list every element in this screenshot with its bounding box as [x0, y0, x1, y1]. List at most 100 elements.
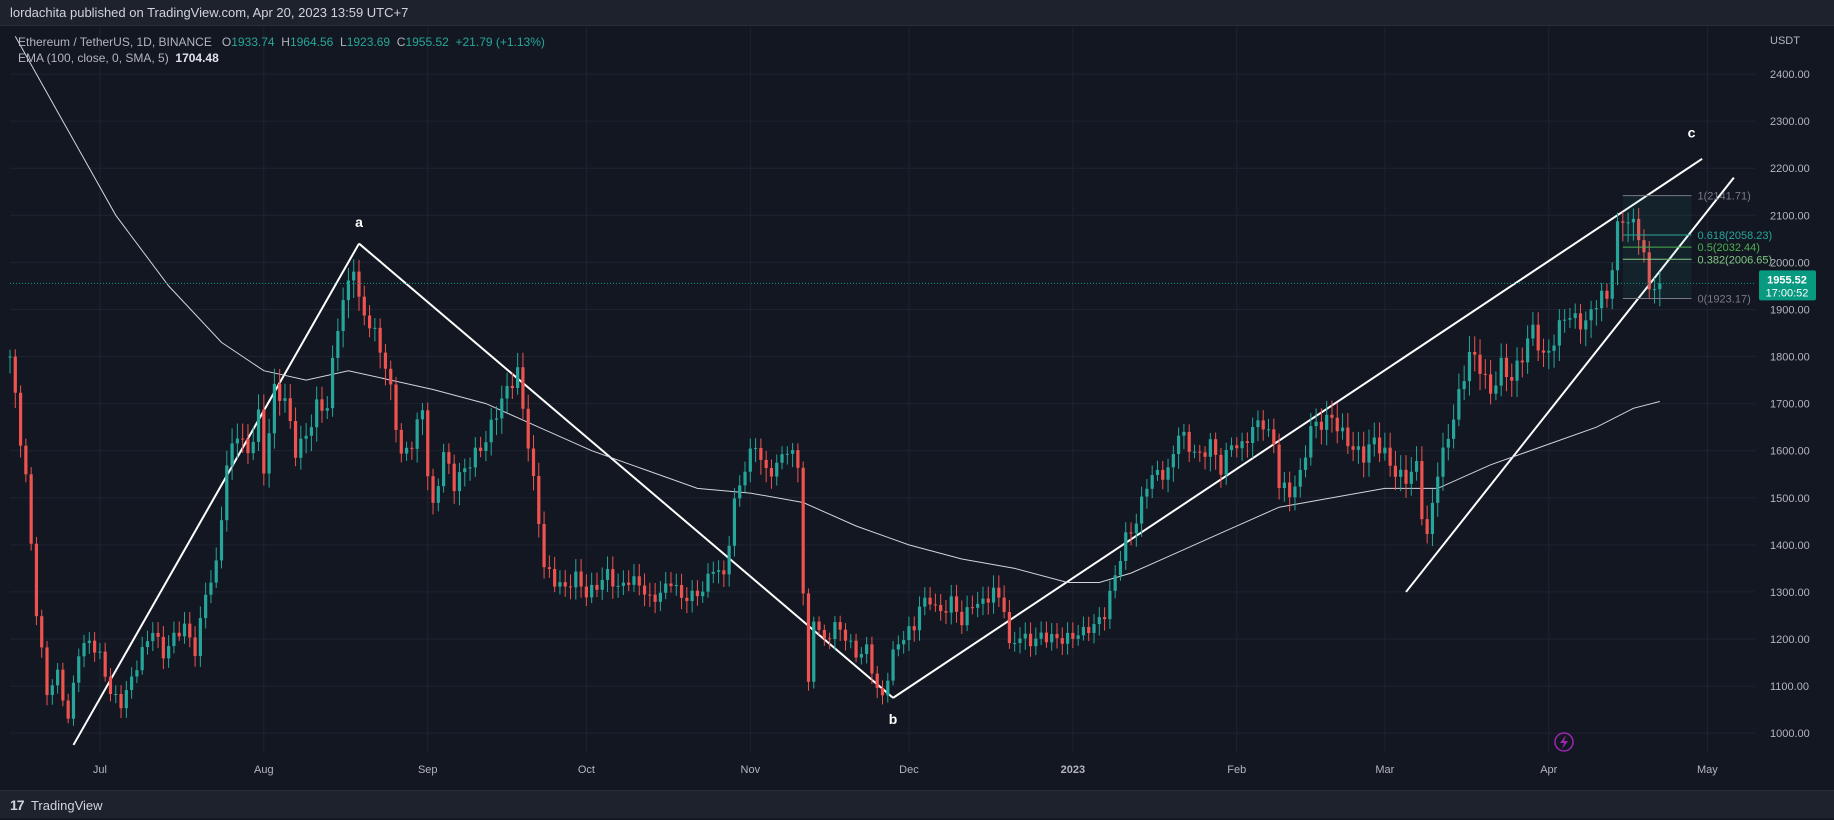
grid	[10, 27, 1755, 752]
candle-body	[907, 626, 911, 641]
candle-body	[521, 367, 525, 409]
brand-name: TradingView	[30, 798, 103, 813]
tradingview-logo-icon: 17	[10, 797, 25, 813]
candle-body	[346, 280, 351, 301]
ema-row: EMA (100, close, 0, SMA, 5) 1704.48	[18, 50, 545, 66]
candle-body	[590, 584, 594, 598]
x-tick-label: Feb	[1227, 764, 1246, 776]
candle-body	[1451, 419, 1456, 439]
candle-body	[1235, 445, 1239, 449]
candle-body	[1050, 633, 1054, 643]
candle-body	[283, 398, 287, 401]
candle-body	[1610, 270, 1614, 299]
candle-body	[537, 476, 541, 525]
countdown-value: 17:00:52	[1766, 287, 1809, 299]
candle-body	[822, 629, 826, 639]
candle-body	[748, 448, 752, 472]
candle-body	[1637, 218, 1641, 241]
candle-body	[214, 560, 218, 583]
candle-body	[1044, 632, 1049, 643]
candle-body	[865, 644, 869, 655]
candle-body	[246, 439, 250, 454]
candle-body	[452, 463, 456, 492]
candle-body	[1219, 454, 1223, 475]
candle-body	[775, 462, 779, 477]
candle-body	[1658, 283, 1662, 290]
candle-body	[637, 576, 641, 586]
candle-body	[1536, 324, 1540, 351]
candle-body	[1187, 431, 1191, 452]
candle-body	[505, 385, 509, 399]
candle-body	[833, 622, 837, 640]
candle-body	[1631, 218, 1635, 223]
candle-body	[367, 315, 372, 329]
candle-body	[151, 632, 155, 642]
high-value: 1964.56	[289, 35, 334, 49]
low-label: L	[340, 35, 347, 49]
candle-body	[1404, 469, 1408, 484]
candle-body	[669, 583, 673, 587]
candle-body	[642, 585, 647, 595]
candle-body	[658, 592, 663, 602]
candle-body	[389, 368, 393, 385]
last-price-tag	[1759, 270, 1816, 301]
candle-body	[711, 571, 715, 574]
candle-body	[727, 545, 731, 575]
ohlc-row: Ethereum / TetherUS, 1D, BINANCE O1933.7…	[18, 34, 545, 50]
candle-body	[970, 607, 974, 609]
candle-body	[1584, 320, 1588, 330]
candle-body	[553, 568, 557, 587]
candle-body	[1473, 351, 1477, 355]
candle-body	[431, 476, 435, 503]
candle-body	[960, 611, 964, 626]
candle-body	[1298, 469, 1302, 487]
candle-body	[447, 452, 451, 464]
change-value: +21.79 (+1.13%)	[455, 35, 545, 49]
candle-body	[1102, 617, 1107, 620]
wave-label: a	[355, 214, 363, 230]
candle-body	[293, 421, 298, 458]
candle-body	[1071, 632, 1075, 639]
candle-body	[1198, 451, 1202, 453]
candle-body	[61, 669, 65, 701]
candle-body	[24, 445, 28, 475]
candle-body	[817, 621, 821, 630]
candle-body	[404, 447, 409, 454]
candle-body	[1362, 446, 1366, 463]
candle-body	[939, 604, 943, 612]
candle-body	[219, 520, 224, 561]
price-chart[interactable]: 1(2141.71) 0.618(2058.23)0.5(2032.44)0.38…	[0, 27, 1834, 789]
candle-body	[716, 570, 721, 572]
candle-body	[1626, 222, 1630, 224]
candle-body	[796, 450, 800, 468]
candle-body	[1478, 354, 1482, 374]
candle-body	[1340, 427, 1345, 432]
close-value: 1955.52	[405, 35, 449, 49]
candle-body	[1161, 469, 1165, 480]
high-label: H	[281, 35, 290, 49]
candle-body	[198, 618, 202, 657]
candle-body	[1081, 626, 1086, 636]
candle-body	[542, 524, 546, 568]
candle-body	[1039, 632, 1043, 639]
candle-body	[1192, 451, 1197, 453]
candle-body	[991, 587, 996, 603]
candle-body	[172, 632, 176, 647]
candle-body	[627, 582, 631, 585]
candle-body	[188, 623, 192, 638]
candle-body	[1256, 420, 1260, 428]
candle-body	[436, 486, 440, 503]
fib-level-label: 0.382(2006.65)	[1698, 254, 1773, 266]
candle-body	[140, 647, 144, 671]
candle-body	[55, 669, 60, 686]
candle-body	[1002, 597, 1006, 612]
trendline	[892, 157, 1703, 699]
candle-body	[66, 700, 70, 719]
ema-value: 1704.48	[175, 51, 219, 65]
candle-body	[780, 454, 784, 463]
candle-body	[690, 590, 694, 602]
candle-body	[1319, 421, 1323, 430]
candle-body	[1229, 445, 1234, 451]
candle-body	[1377, 437, 1382, 454]
y-tick-label: 1600.00	[1770, 446, 1810, 458]
